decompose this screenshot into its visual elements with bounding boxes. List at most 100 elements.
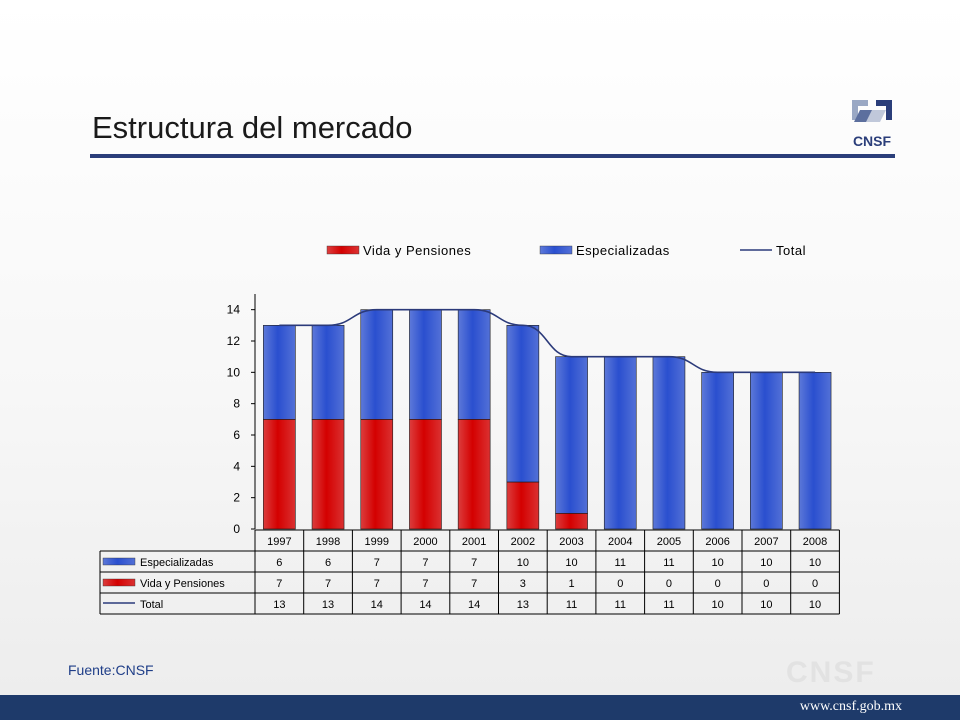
- table-cell-total-2003: 11: [566, 599, 577, 611]
- y-tick-label: 4: [233, 459, 240, 473]
- table-header-1999: 1999: [365, 536, 389, 548]
- y-tick-label: 8: [233, 397, 240, 411]
- y-tick-label: 10: [227, 365, 241, 379]
- table-cell-vida-y-pensiones-2005: 0: [666, 578, 672, 590]
- bar-especializadas-2002: [506, 325, 540, 483]
- table-cell-vida-y-pensiones-2007: 0: [763, 578, 769, 590]
- bar-especializadas-2006: [701, 372, 734, 530]
- y-tick-label: 12: [227, 334, 241, 348]
- table-cell-vida-y-pensiones-2008: 0: [812, 578, 818, 590]
- table-cell-total-2006: 10: [712, 599, 724, 611]
- bar-vida-y-pensiones-2002: [506, 481, 540, 530]
- y-tick-label: 0: [233, 522, 240, 536]
- bar-vida-y-pensiones-1998: [311, 419, 345, 530]
- table-cell-especializadas-2004: 11: [615, 557, 626, 569]
- table-cell-vida-y-pensiones-1997: 7: [276, 578, 282, 590]
- y-tick-label: 2: [233, 491, 240, 505]
- table-header-2002: 2002: [511, 536, 535, 548]
- bar-vida-y-pensiones-2000: [409, 419, 442, 530]
- legend-label-especializadas: Especializadas: [576, 243, 670, 258]
- bar-especializadas-1998: [311, 325, 345, 420]
- table-header-1997: 1997: [267, 536, 291, 548]
- table-cell-total-2004: 11: [615, 599, 626, 611]
- cnsf-logo-text: CNSF: [853, 133, 892, 149]
- cnsf-logo: CNSF: [852, 100, 892, 149]
- series-line-total: [279, 308, 816, 374]
- bar-especializadas-2003: [555, 356, 588, 514]
- bar-vida-y-pensiones-2001: [457, 419, 491, 530]
- table-cell-total-1998: 13: [322, 599, 334, 611]
- bar-especializadas-2001: [457, 309, 491, 420]
- table-key-vida-y-pensiones: [102, 578, 136, 587]
- table-cell-vida-y-pensiones-2003: 1: [568, 578, 574, 590]
- table-cell-especializadas-2001: 7: [471, 557, 477, 569]
- y-axis: 0 2 4 6 8 10 12 14: [227, 294, 256, 536]
- bar-area: [263, 309, 832, 530]
- table-row-label-especializadas: Especializadas: [140, 557, 214, 569]
- y-tick-label: 14: [227, 303, 241, 317]
- table-cell-total-2008: 10: [809, 599, 821, 611]
- table-cell-especializadas-1999: 7: [374, 557, 380, 569]
- bar-especializadas-2005: [652, 356, 686, 530]
- table-header-2001: 2001: [462, 536, 486, 548]
- title-underline: [90, 154, 895, 158]
- table-header-2007: 2007: [754, 536, 778, 548]
- table-cell-especializadas-2005: 11: [663, 557, 674, 569]
- table-cell-total-2007: 10: [760, 599, 772, 611]
- table-cell-total-2005: 11: [663, 599, 674, 611]
- table-key-especializadas: [102, 557, 136, 566]
- table-cell-vida-y-pensiones-2004: 0: [617, 578, 623, 590]
- website-url: www.cnsf.gob.mx: [799, 699, 902, 714]
- table-header-1998: 1998: [316, 536, 340, 548]
- chart-legend: Vida y Pensiones Especializadas Total: [326, 243, 806, 258]
- table-header-2003: 2003: [559, 536, 583, 548]
- table-cell-total-1999: 14: [371, 599, 383, 611]
- legend-label-vida-y-pensiones: Vida y Pensiones: [363, 243, 471, 258]
- cnsf-watermark: CNSF: [786, 656, 876, 689]
- table-header-2004: 2004: [608, 536, 632, 548]
- bar-vida-y-pensiones-2003: [555, 513, 588, 530]
- table-cell-vida-y-pensiones-2002: 3: [520, 578, 526, 590]
- bar-especializadas-1999: [360, 309, 394, 420]
- data-table: 1997 1998 1999 2000 2001 2002 2003 2004 2005 2006…: [99, 529, 840, 615]
- table-cell-especializadas-1998: 6: [325, 557, 331, 569]
- table-cell-vida-y-pensiones-2001: 7: [471, 578, 477, 590]
- table-cell-especializadas-2003: 10: [565, 557, 577, 569]
- table-cell-total-2000: 14: [419, 599, 431, 611]
- page-title: Estructura del mercado: [92, 110, 413, 145]
- table-cell-vida-y-pensiones-1999: 7: [374, 578, 380, 590]
- table-cell-especializadas-1997: 6: [276, 557, 282, 569]
- table-row-label-vida-y-pensiones: Vida y Pensiones: [140, 578, 225, 590]
- total-line-layer: [279, 308, 816, 374]
- table-row-label-total: Total: [140, 599, 163, 611]
- table-header-2000: 2000: [413, 536, 437, 548]
- table-cell-vida-y-pensiones-1998: 7: [325, 578, 331, 590]
- table-cell-especializadas-2007: 10: [760, 557, 772, 569]
- table-cell-especializadas-2006: 10: [712, 557, 724, 569]
- legend-label-total: Total: [776, 243, 806, 258]
- table-cell-total-2002: 13: [517, 599, 529, 611]
- table-header-2008: 2008: [803, 536, 827, 548]
- table-cell-total-2001: 14: [468, 599, 480, 611]
- table-cell-vida-y-pensiones-2000: 7: [422, 578, 428, 590]
- bar-vida-y-pensiones-1997: [263, 419, 296, 530]
- legend-swatch-especializadas: [539, 245, 573, 255]
- table-cell-especializadas-2002: 10: [517, 557, 529, 569]
- bar-especializadas-2007: [750, 372, 783, 530]
- table-header-2006: 2006: [705, 536, 729, 548]
- footer-bar: www.cnsf.gob.mx: [0, 695, 960, 720]
- y-tick-label: 6: [233, 428, 240, 442]
- bar-especializadas-2000: [409, 309, 442, 420]
- bar-especializadas-2008: [798, 372, 832, 530]
- table-cell-especializadas-2000: 7: [422, 557, 428, 569]
- bar-especializadas-2004: [603, 356, 637, 530]
- table-header-2005: 2005: [657, 536, 681, 548]
- source-note: Fuente:CNSF: [68, 662, 154, 678]
- table-cell-vida-y-pensiones-2006: 0: [715, 578, 721, 590]
- bar-vida-y-pensiones-1999: [360, 419, 394, 530]
- table-cell-especializadas-2008: 10: [809, 557, 821, 569]
- legend-swatch-vida-y-pensiones: [326, 245, 360, 255]
- table-cell-total-1997: 13: [273, 599, 285, 611]
- cnsf-logo-mark: [852, 100, 892, 122]
